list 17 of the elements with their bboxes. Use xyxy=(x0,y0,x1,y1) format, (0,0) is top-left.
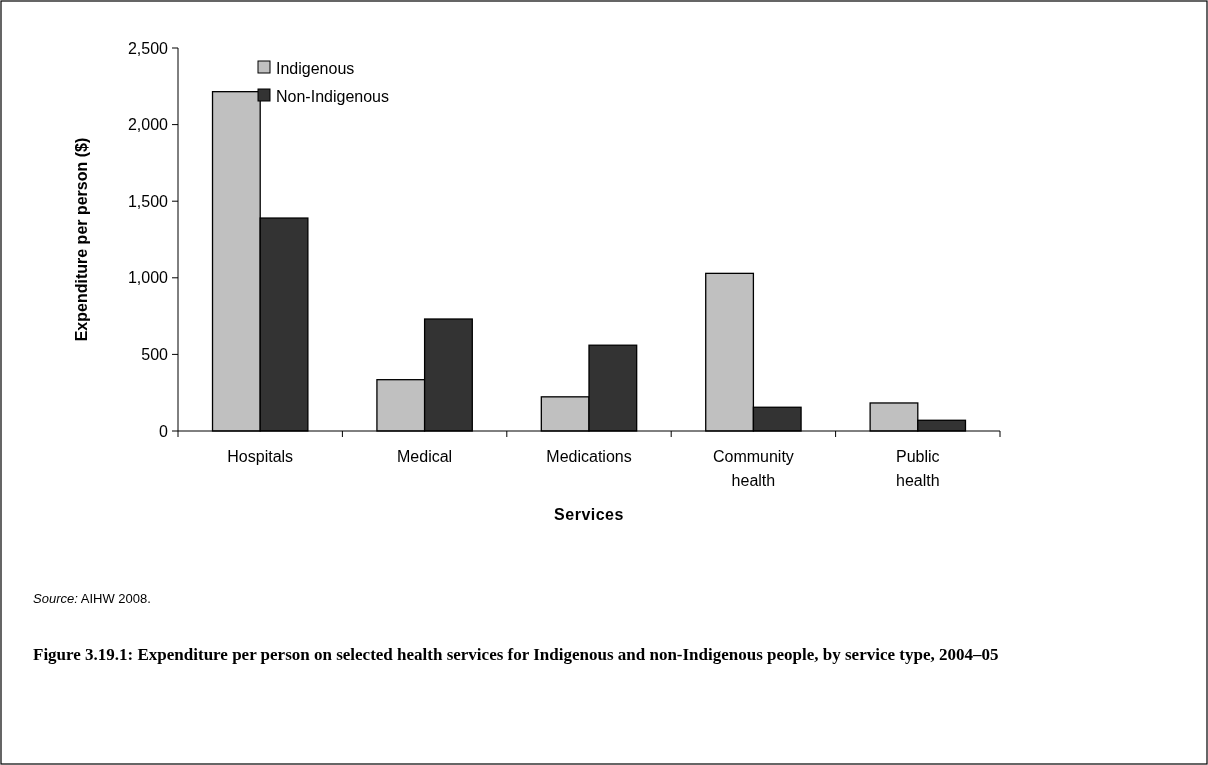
y-tick-label: 2,000 xyxy=(127,116,169,134)
x-tick-label: Public health xyxy=(896,448,940,489)
x-tick-label: Hospitals xyxy=(227,448,294,465)
y-tick-label: 2,500 xyxy=(127,39,169,57)
x-tick-label: Community health xyxy=(712,448,794,489)
legend-label: Non-Indigenous xyxy=(276,87,389,105)
x-tick-label: Medications xyxy=(546,448,632,465)
y-tick-label: 1,000 xyxy=(127,269,169,287)
legend-label: Indigenous xyxy=(276,59,355,77)
y-axis-title: Expenditure per person ($) xyxy=(73,137,90,342)
x-tick-label: Medical xyxy=(397,448,453,465)
source-note: Source: AIHW 2008. xyxy=(33,591,151,606)
y-tick-label: 500 xyxy=(141,346,169,363)
text: Figure 3.19.1: Expenditure per person on selected health services for Indigenous and non-Indigenous people, by service type, 2004–05 xyxy=(33,645,999,664)
y-tick-label: 1,500 xyxy=(127,192,169,210)
x-axis-title: Services xyxy=(554,506,624,523)
y-tick-label: 0 xyxy=(159,422,169,440)
